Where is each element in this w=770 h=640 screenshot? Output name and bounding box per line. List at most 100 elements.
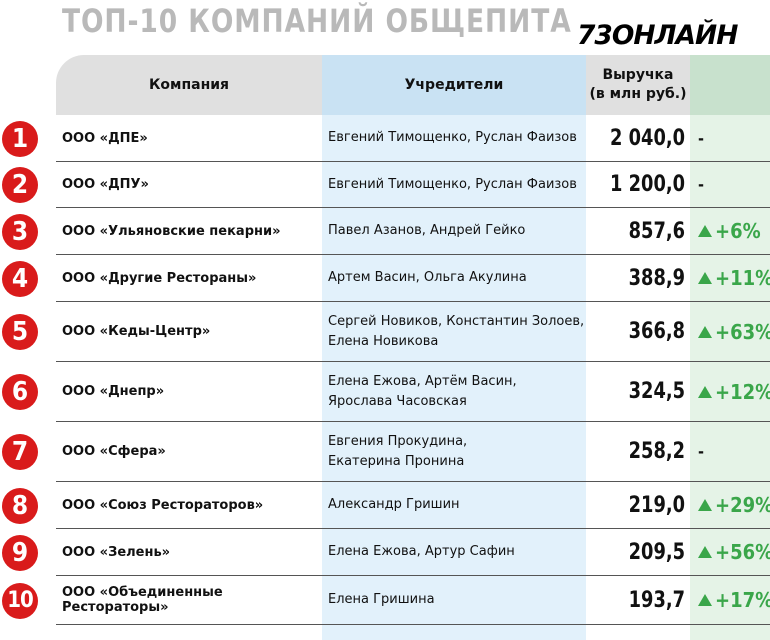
rank-badge: 6	[2, 374, 38, 410]
growth-up-arrow-icon	[698, 385, 712, 398]
company-name: ООО «Кеды-Центр»	[62, 324, 211, 339]
company-name: ООО «Союз Рестораторов»	[62, 497, 264, 513]
founders-cell: Артем Васин, Ольга Акулина	[328, 255, 586, 301]
growth-up-arrow-icon	[698, 272, 712, 284]
change-text: -	[698, 442, 704, 461]
table-row: 3 ООО «Ульяновские пекарни» Павел Азанов, …	[2, 208, 770, 255]
header-revenue-unit: (в млн руб.)	[589, 86, 687, 102]
change-text: +6%	[715, 219, 761, 243]
table-header: Компания Учредители Выручка (в млн руб.)	[56, 55, 770, 115]
change-text: +63%	[715, 319, 770, 344]
company-name: ООО «Ульяновские пекарни»	[62, 223, 281, 239]
header-company: Компания	[56, 55, 322, 115]
table-row: 5 ООО «Кеды-Центр» Сергей Новиков, Констан…	[2, 302, 770, 362]
rank-badge: 7	[2, 434, 38, 470]
founders-line: Елена Ежова, Артём Васин,	[328, 373, 517, 389]
founders-cell: Елена Ежова, Артур Сафин	[328, 529, 586, 575]
rank-badge: 9	[2, 534, 38, 571]
founders-line: Евгений Тимощенко, Руслан Фаизов	[328, 130, 577, 145]
company-column-bg	[56, 55, 322, 640]
table-row: 7 ООО «Сфера» Евгения Прокудина, Екатерина …	[2, 422, 770, 482]
revenue-value: 2 040,0	[610, 125, 685, 151]
table-row: 10 ООО «Объединенные Рестораторы» Елена Гр…	[2, 576, 770, 625]
page-title: ТОП-10 КОМПАНИЙ ОБЩЕПИТА	[62, 2, 572, 40]
header-revenue-title: Выручка	[602, 67, 674, 83]
founders-column-bg	[322, 55, 586, 640]
change-value: -	[698, 115, 770, 161]
growth-up-arrow-icon	[698, 499, 712, 511]
change-text: -	[698, 128, 704, 148]
founders-line: Евгения Прокудина,	[328, 433, 468, 449]
change-text: +29%	[715, 493, 770, 517]
change-value: +63%	[698, 302, 770, 361]
rank-badge: 8	[2, 487, 38, 524]
revenue-column-bg	[586, 55, 690, 640]
company-name: ООО «Днепр»	[62, 384, 165, 399]
company-name: ООО «Сфера»	[62, 444, 166, 459]
revenue-value: 219,0	[628, 492, 685, 518]
rank-badge: 3	[2, 213, 38, 250]
change-value: -	[698, 422, 770, 481]
founders-cell: Елена Гришина	[328, 576, 586, 624]
founders-line: Елена Новикова	[328, 333, 439, 349]
revenue-value: 209,5	[628, 539, 685, 565]
table-row: 6 ООО «Днепр» Елена Ежова, Артём Васин, Яро…	[2, 362, 770, 422]
founders-line: Павел Азанов, Андрей Гейко	[328, 223, 526, 238]
change-value: +29%	[698, 482, 770, 528]
revenue-value: 1 200,0	[610, 172, 685, 197]
rank-badge: 2	[2, 167, 38, 203]
rank-badge: 1	[2, 120, 38, 157]
change-value: -	[698, 162, 770, 207]
company-name: ООО «Зелень»	[62, 544, 171, 560]
growth-up-arrow-icon	[698, 225, 712, 237]
change-value: +11%	[698, 255, 770, 301]
founders-line: Сергей Новиков, Константин Золоев,	[328, 313, 585, 329]
rank-badge: 10	[2, 582, 38, 619]
table-row: 1 ООО «ДПЕ» Евгений Тимощенко, Руслан Фаиз…	[2, 115, 770, 162]
change-text: +56%	[715, 540, 770, 564]
company-name: ООО «ДПУ»	[62, 177, 149, 192]
publisher-logo: 73ОНЛАЙН	[577, 20, 738, 51]
header-change	[690, 55, 770, 115]
change-text: +12%	[715, 379, 770, 404]
change-text: +11%	[715, 266, 770, 290]
revenue-value: 193,7	[628, 587, 685, 613]
change-value: +12%	[698, 362, 770, 421]
company-name: ООО «ДПЕ»	[62, 130, 148, 146]
growth-up-arrow-icon	[698, 594, 712, 606]
founders-cell: Евгения Прокудина, Екатерина Пронина	[328, 422, 586, 481]
change-value: +56%	[698, 529, 770, 575]
growth-up-arrow-icon	[698, 325, 712, 338]
founders-line: Евгений Тимощенко, Руслан Фаизов	[328, 176, 577, 192]
company-name: ООО «Другие Рестораны»	[62, 270, 257, 286]
change-text: -	[698, 175, 704, 194]
founders-cell: Павел Азанов, Андрей Гейко	[328, 208, 586, 254]
change-value: +17%	[698, 576, 770, 624]
founders-line: Артем Васин, Ольга Акулина	[328, 270, 527, 285]
founders-line: Елена Ежова, Артур Сафин	[328, 544, 515, 559]
change-column-bg	[690, 55, 770, 640]
founders-cell: Евгений Тимощенко, Руслан Фаизов	[328, 115, 586, 161]
table-row: 2 ООО «ДПУ» Евгений Тимощенко, Руслан Фаиз…	[2, 162, 770, 208]
founders-line: Елена Гришина	[328, 592, 435, 607]
founders-line: Екатерина Пронина	[328, 453, 465, 469]
founders-cell: Елена Ежова, Артём Васин, Ярослава Часовс…	[328, 362, 586, 421]
table-row: 9 ООО «Зелень» Елена Ежова, Артур Сафин 209…	[2, 529, 770, 576]
revenue-value: 258,2	[628, 439, 685, 464]
founders-line: Александр Гришин	[328, 497, 460, 512]
rank-badge: 5	[2, 314, 38, 350]
table-row: 8 ООО «Союз Рестораторов» Александр Гришин…	[2, 482, 770, 529]
table-row: 4 ООО «Другие Рестораны» Артем Васин, Ольг…	[2, 255, 770, 302]
change-text: +17%	[715, 588, 770, 612]
founders-cell: Александр Гришин	[328, 482, 586, 528]
founders-cell: Евгений Тимощенко, Руслан Фаизов	[328, 162, 586, 207]
founders-cell: Сергей Новиков, Константин Золоев, Елена …	[328, 302, 586, 361]
revenue-value: 388,9	[628, 265, 685, 291]
revenue-value: 324,5	[628, 379, 685, 404]
founders-line: Ярослава Часовская	[328, 393, 467, 409]
change-value: +6%	[698, 208, 770, 254]
growth-up-arrow-icon	[698, 546, 712, 558]
revenue-value: 857,6	[628, 218, 685, 244]
header-revenue: Выручка (в млн руб.)	[586, 55, 690, 115]
